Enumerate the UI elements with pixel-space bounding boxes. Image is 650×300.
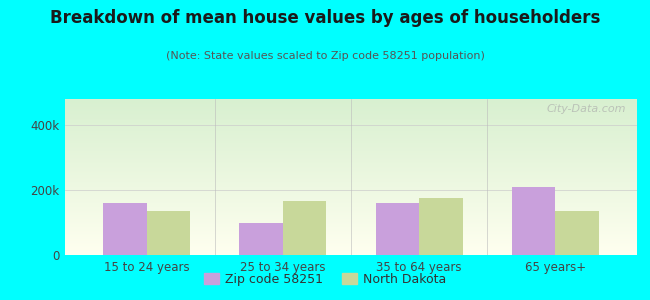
Legend: Zip code 58251, North Dakota: Zip code 58251, North Dakota xyxy=(199,268,451,291)
Bar xyxy=(283,201,326,255)
Bar xyxy=(147,211,190,255)
Text: Breakdown of mean house values by ages of householders: Breakdown of mean house values by ages o… xyxy=(50,9,600,27)
Bar xyxy=(376,203,419,255)
Bar xyxy=(103,203,147,255)
Text: City-Data.com: City-Data.com xyxy=(546,104,625,114)
Bar xyxy=(239,223,283,255)
Bar xyxy=(512,187,555,255)
Text: (Note: State values scaled to Zip code 58251 population): (Note: State values scaled to Zip code 5… xyxy=(166,51,484,61)
Bar xyxy=(555,211,599,255)
Bar xyxy=(419,198,463,255)
